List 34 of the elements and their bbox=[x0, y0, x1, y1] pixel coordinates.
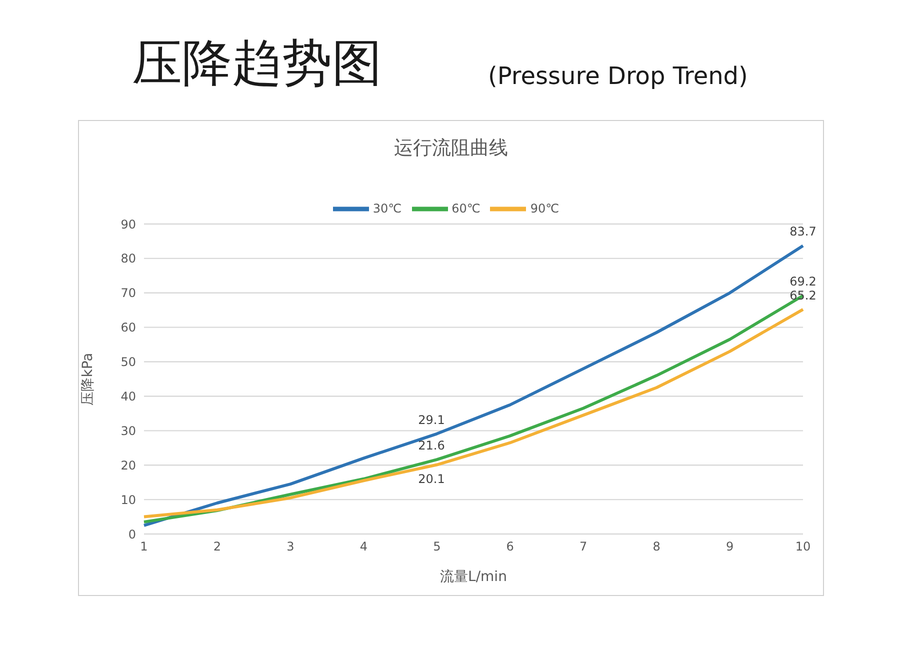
x-tick-label: 1 bbox=[140, 540, 148, 554]
y-tick-label: 10 bbox=[120, 492, 136, 507]
y-tick-label: 0 bbox=[128, 527, 136, 542]
x-tick-label: 2 bbox=[213, 540, 222, 554]
x-tick-label: 6 bbox=[506, 540, 514, 554]
x-tick-label: 8 bbox=[652, 540, 660, 554]
chart-subtitle: (Pressure Drop Trend) bbox=[488, 62, 748, 90]
y-tick-label: 90 bbox=[120, 217, 136, 232]
y-tick-label: 80 bbox=[120, 252, 136, 266]
x-tick-label: 4 bbox=[360, 540, 368, 554]
data-label: 21.6 bbox=[418, 438, 445, 453]
legend-label: 60℃ bbox=[452, 201, 480, 216]
y-tick-label: 70 bbox=[120, 286, 136, 300]
y-tick-label: 20 bbox=[120, 458, 136, 472]
data-label: 20.1 bbox=[418, 472, 445, 486]
data-label: 65.2 bbox=[790, 288, 816, 302]
x-axis-title: 流量L/min bbox=[440, 569, 507, 585]
x-tick-label: 10 bbox=[795, 540, 811, 554]
x-tick-label: 7 bbox=[580, 540, 588, 554]
y-axis-title: 压降kPa bbox=[80, 352, 96, 406]
data-label: 83.7 bbox=[790, 224, 816, 239]
y-tick-label: 30 bbox=[120, 424, 136, 438]
legend-label: 30℃ bbox=[372, 201, 402, 216]
text: 运行流阻曲线 bbox=[393, 136, 509, 161]
y-tick-label: 40 bbox=[120, 389, 136, 404]
chart-title: 压降趋势图 bbox=[132, 33, 382, 94]
legend-label: 90℃ bbox=[530, 201, 560, 216]
x-tick-label: 9 bbox=[726, 540, 734, 554]
y-tick-label: 50 bbox=[120, 355, 136, 370]
data-label: 69.2 bbox=[790, 274, 816, 289]
x-tick-label: 5 bbox=[433, 540, 441, 554]
x-tick-label: 3 bbox=[286, 540, 294, 554]
y-tick-label: 60 bbox=[120, 320, 136, 335]
data-label: 29.1 bbox=[418, 412, 445, 427]
